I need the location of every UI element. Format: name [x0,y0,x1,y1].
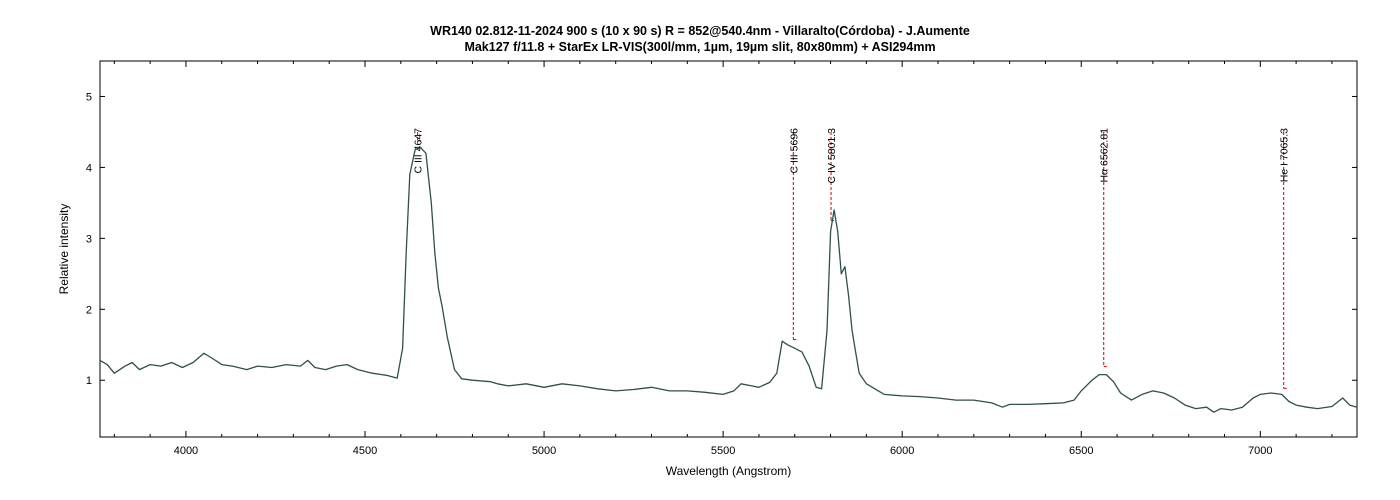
line-marker-label: C III 4647 [413,128,425,174]
line-marker: C IV 5801.3 [826,128,838,221]
y-axis-label: Relative intensity [57,204,71,295]
chart-subtitle: Mak127 f/11.8 + StarEx LR-VIS(300l/mm, 1… [464,40,936,54]
line-marker: He I 7065.3 [1279,128,1291,389]
y-tick-label: 4 [86,162,92,174]
chart-title: WR140 02.812-11-2024 900 s (10 x 90 s) R… [430,24,970,38]
y-axis: 1 2 3 4 5 [86,91,1357,387]
spectrum-line [99,146,1358,413]
y-tick-label: 1 [86,375,92,387]
line-identifications: C III 4647 C III 5696 C IV 5801.3 Hα 6562.8… [413,128,1291,389]
x-axis: 4000 4500 5000 5500 6000 6500 7000 [113,61,1333,457]
plot-frame [99,60,1358,438]
line-marker: C III 5696 [788,128,800,341]
x-tick-label: 7000 [1248,445,1272,457]
x-tick-label: 5000 [532,445,556,457]
line-marker-label: C III 5696 [788,128,800,174]
y-tick-label: 5 [86,91,92,103]
x-tick-label: 5500 [711,445,735,457]
x-tick-label: 4000 [174,445,198,457]
line-marker-label: Hα 6562.81 [1099,128,1111,183]
line-marker-label: C IV 5801.3 [826,128,838,184]
x-tick-label: 6500 [1069,445,1093,457]
y-tick-label: 2 [86,304,92,316]
x-tick-label: 4500 [353,445,377,457]
line-marker: C III 4647 [413,128,425,174]
x-axis-label: Wavelength (Angstrom) [666,464,792,478]
line-marker: Hα 6562.81 [1099,128,1111,368]
y-tick-label: 3 [86,233,92,245]
line-marker-label: He I 7065.3 [1279,128,1291,182]
x-tick-label: 6000 [890,445,914,457]
